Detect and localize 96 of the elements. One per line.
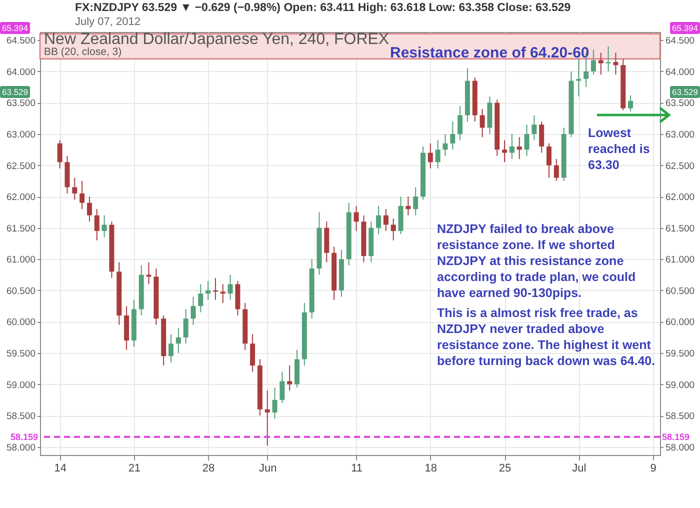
candlestick (390, 218, 396, 241)
candlestick (376, 205, 382, 235)
candlestick (435, 140, 440, 169)
candlestick (613, 52, 618, 76)
candlestick (72, 177, 78, 200)
y-tick-label: 62.500 (6, 160, 36, 172)
y-tick-label: 59.500 (6, 348, 36, 360)
candlestick (102, 214, 107, 238)
y2-tick-label: 58.500 (666, 411, 695, 422)
y-tick-label: 61.500 (6, 223, 36, 234)
x-tick-label: 25 (498, 462, 512, 474)
y2-tick-label: 61.500 (666, 223, 695, 234)
candlestick (250, 334, 256, 372)
candlestick (280, 371, 285, 404)
text: 63.529 (670, 86, 700, 98)
annotation: NZDJPY failed to break above resistance zone. If we shorted NZDJPY at this resistance zone according to trade plan, we could have earned 90-130pips. (437, 221, 637, 301)
candlestick (516, 136, 522, 160)
candlestick (590, 49, 596, 76)
candlestick (458, 105, 463, 141)
candlestick (428, 142, 433, 169)
x-tick-label: Jul (572, 462, 586, 474)
candlestick (532, 114, 537, 141)
annotation: Lowest reached is 63.30 (588, 125, 651, 173)
y-tick-label: 59.000 (6, 380, 36, 391)
candlestick (206, 280, 211, 300)
candlestick (628, 94, 634, 112)
annotation: BB (20, close, 3) (44, 46, 122, 58)
ref-line-label: 58.159 (10, 432, 38, 442)
candlestick (598, 52, 604, 76)
text: 65.394 (670, 22, 700, 34)
x-tick-label: 28 (202, 462, 215, 474)
candlestick (287, 365, 292, 392)
candlestick (264, 390, 270, 446)
candlestick (539, 120, 544, 154)
y2-tick-label: 58.000 (666, 442, 695, 454)
candlestick (220, 284, 226, 304)
x-tick-label: 18 (424, 462, 438, 474)
candlestick (190, 296, 196, 326)
candlestick (354, 205, 359, 232)
candlestick (546, 142, 552, 178)
candlestick (502, 140, 508, 163)
candlestick (576, 58, 582, 97)
y2-tick-label: 59.000 (666, 380, 695, 391)
x-tick-label: 11 (351, 462, 363, 474)
candlestick (524, 124, 530, 156)
candlestick (554, 158, 559, 182)
candlestick (509, 133, 514, 160)
text: 63.529 (2, 87, 28, 97)
y2-tick-label: 61.000 (666, 254, 695, 266)
text: 65.394 (2, 23, 28, 33)
candlestick (86, 196, 92, 222)
candlestick (94, 208, 100, 241)
y-tick-label: 63.500 (6, 98, 36, 110)
candlestick (57, 140, 62, 169)
candlestick (480, 108, 485, 138)
y2-tick-label: 63.500 (666, 98, 695, 110)
band-label: Resistance zone of 64.20-60 (390, 44, 590, 62)
candlestick (272, 386, 278, 420)
x-tick-label: 21 (128, 462, 141, 474)
x-tick-label: Jun (258, 462, 277, 474)
candlestick (383, 208, 388, 232)
y-tick-label: 63.000 (6, 129, 36, 140)
candlestick (168, 334, 174, 363)
x-tick-label: 9 (650, 462, 656, 474)
candlestick (80, 180, 85, 210)
candlestick (198, 284, 204, 313)
candlestick (606, 46, 611, 72)
y-tick-label: 60.500 (6, 286, 36, 297)
y-tick-label: 58.000 (6, 442, 36, 454)
y2-tick-label: 64.000 (666, 66, 695, 78)
y2-tick-label: 63.000 (666, 129, 695, 140)
candlestick (228, 274, 233, 300)
y-tick-label: 58.500 (6, 411, 36, 422)
candlestick (406, 196, 411, 216)
y2-tick-label: 60.500 (666, 286, 695, 297)
chart-subtitle: July 07, 2012 (75, 16, 140, 28)
candlestick (450, 120, 456, 150)
y2-tick-label: 62.500 (666, 160, 695, 172)
annotation: New Zealand Dollar/Japanese Yen, 240, FOREX (44, 31, 390, 48)
candlestick (413, 186, 418, 216)
y2-tick-label: 60.000 (666, 317, 695, 328)
y2-tick-label: 59.500 (666, 348, 695, 360)
chart-title: FX:NZDJPY 63.529 ▼ −0.629 (−0.98%) Open: 63.411 High: 63.618 Low: 63.358 Close: 63.529 (75, 2, 571, 14)
y2-tick-label: 64.500 (666, 36, 695, 47)
candlestick (442, 133, 448, 156)
annotation: This is a almost risk free trade, as NZDJPY never traded above resistance zone. The highest it went before turning back down was 64.40. (437, 305, 656, 369)
candlestick (183, 308, 188, 344)
y-tick-label: 60.000 (6, 317, 36, 328)
candlestick (176, 327, 181, 354)
text: 58.159 (662, 432, 690, 442)
y-tick-label: 61.000 (6, 254, 36, 266)
y-tick-label: 64.000 (6, 66, 36, 78)
y-tick-label: 62.000 (6, 192, 36, 204)
x-tick-label: 14 (54, 462, 66, 474)
y2-tick-label: 62.000 (666, 192, 695, 204)
y-tick-label: 64.500 (6, 36, 36, 47)
